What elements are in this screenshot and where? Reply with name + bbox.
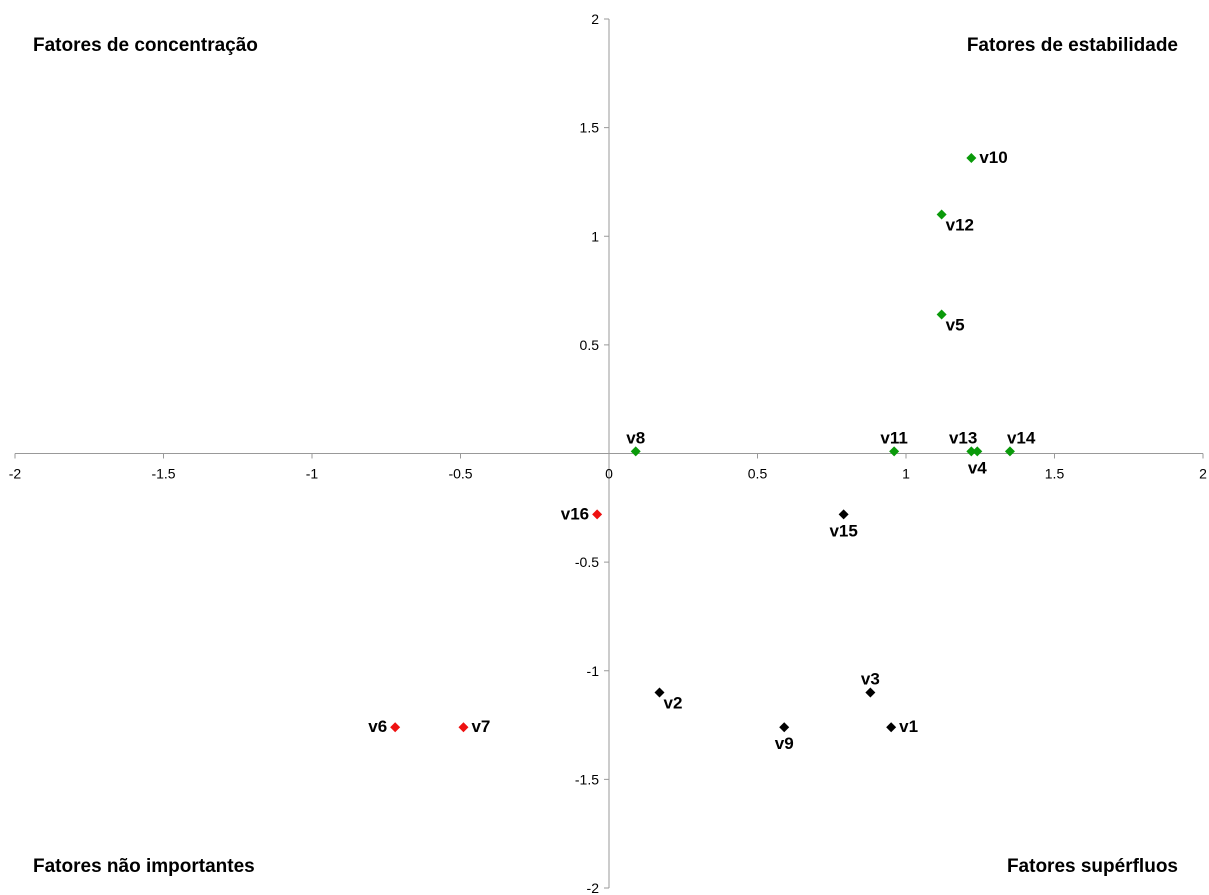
point-label-v16: v16 bbox=[561, 504, 589, 523]
y-tick-label: -0.5 bbox=[575, 554, 599, 570]
point-marker-v16 bbox=[592, 509, 603, 520]
point-label-v11: v11 bbox=[880, 428, 907, 447]
x-tick-label: -2 bbox=[9, 466, 22, 482]
point-marker-v12 bbox=[936, 209, 947, 220]
x-tick-label: -1 bbox=[306, 466, 319, 482]
point-marker-v7 bbox=[458, 722, 469, 733]
y-tick-label: 1.5 bbox=[580, 120, 600, 136]
quadrant-label-bottom-right: Fatores supérfluos bbox=[1006, 856, 1178, 877]
x-tick-label: 1.5 bbox=[1045, 466, 1065, 482]
point-marker-v15 bbox=[838, 509, 849, 520]
point-marker-v2 bbox=[654, 687, 665, 698]
point-label-v10: v10 bbox=[979, 148, 1007, 167]
point-label-v15: v15 bbox=[829, 521, 857, 540]
point-label-v1: v1 bbox=[899, 717, 918, 736]
y-tick-label: 2 bbox=[591, 11, 599, 27]
point-label-v2: v2 bbox=[663, 693, 682, 712]
point-label-v12: v12 bbox=[946, 216, 974, 235]
y-tick-label: -1 bbox=[587, 663, 600, 679]
point-label-v7: v7 bbox=[471, 717, 490, 736]
quadrant-label-bottom-left: Fatores não importantes bbox=[33, 856, 255, 877]
x-tick-label: -1.5 bbox=[151, 466, 175, 482]
point-marker-v3 bbox=[865, 687, 876, 698]
point-marker-v6 bbox=[390, 722, 401, 733]
point-label-v3: v3 bbox=[861, 669, 880, 688]
point-marker-v9 bbox=[779, 722, 790, 733]
x-tick-label: 1 bbox=[902, 466, 910, 482]
y-tick-label: 1 bbox=[591, 228, 599, 244]
point-label-v6: v6 bbox=[368, 717, 387, 736]
y-tick-label: -1.5 bbox=[575, 771, 599, 787]
point-marker-v11 bbox=[889, 446, 900, 457]
point-marker-v1 bbox=[886, 722, 897, 733]
point-marker-v10 bbox=[966, 153, 977, 164]
point-label-v14: v14 bbox=[1007, 428, 1036, 447]
quadrant-label-top-left: Fatores de concentração bbox=[33, 35, 258, 56]
x-tick-label: 2 bbox=[1199, 466, 1207, 482]
axes bbox=[14, 18, 1204, 889]
y-tick-label: 0.5 bbox=[580, 337, 600, 353]
y-tick-label: -2 bbox=[587, 880, 600, 895]
point-label-v13: v13 bbox=[949, 428, 977, 447]
point-label-v9: v9 bbox=[775, 734, 794, 753]
data-points bbox=[390, 153, 1015, 733]
point-label-v8: v8 bbox=[626, 428, 645, 447]
quadrant-label-top-right: Fatores de estabilidade bbox=[966, 35, 1178, 56]
point-labels: v10 v12 v5 v8 v11 v13 v4 v14 v16 v15 v2 v3 v1 v9 v6 v7 bbox=[368, 148, 1036, 753]
point-marker-v13 bbox=[966, 446, 977, 457]
point-marker-v4 bbox=[972, 446, 983, 457]
x-tick-label: -0.5 bbox=[448, 466, 472, 482]
point-marker-v5 bbox=[936, 309, 947, 320]
point-label-v5: v5 bbox=[946, 315, 965, 334]
tick-labels: -2 -1.5 -1 -0.5 0 0.5 1 1.5 2 -2 -1.5 -1 -0.5 0.5 1 1.5… bbox=[9, 11, 1207, 895]
x-tick-label: 0 bbox=[605, 466, 613, 482]
x-tick-label: 0.5 bbox=[748, 466, 768, 482]
point-label-v4: v4 bbox=[968, 458, 987, 477]
point-marker-v14 bbox=[1004, 446, 1015, 457]
point-marker-v8 bbox=[630, 446, 641, 457]
